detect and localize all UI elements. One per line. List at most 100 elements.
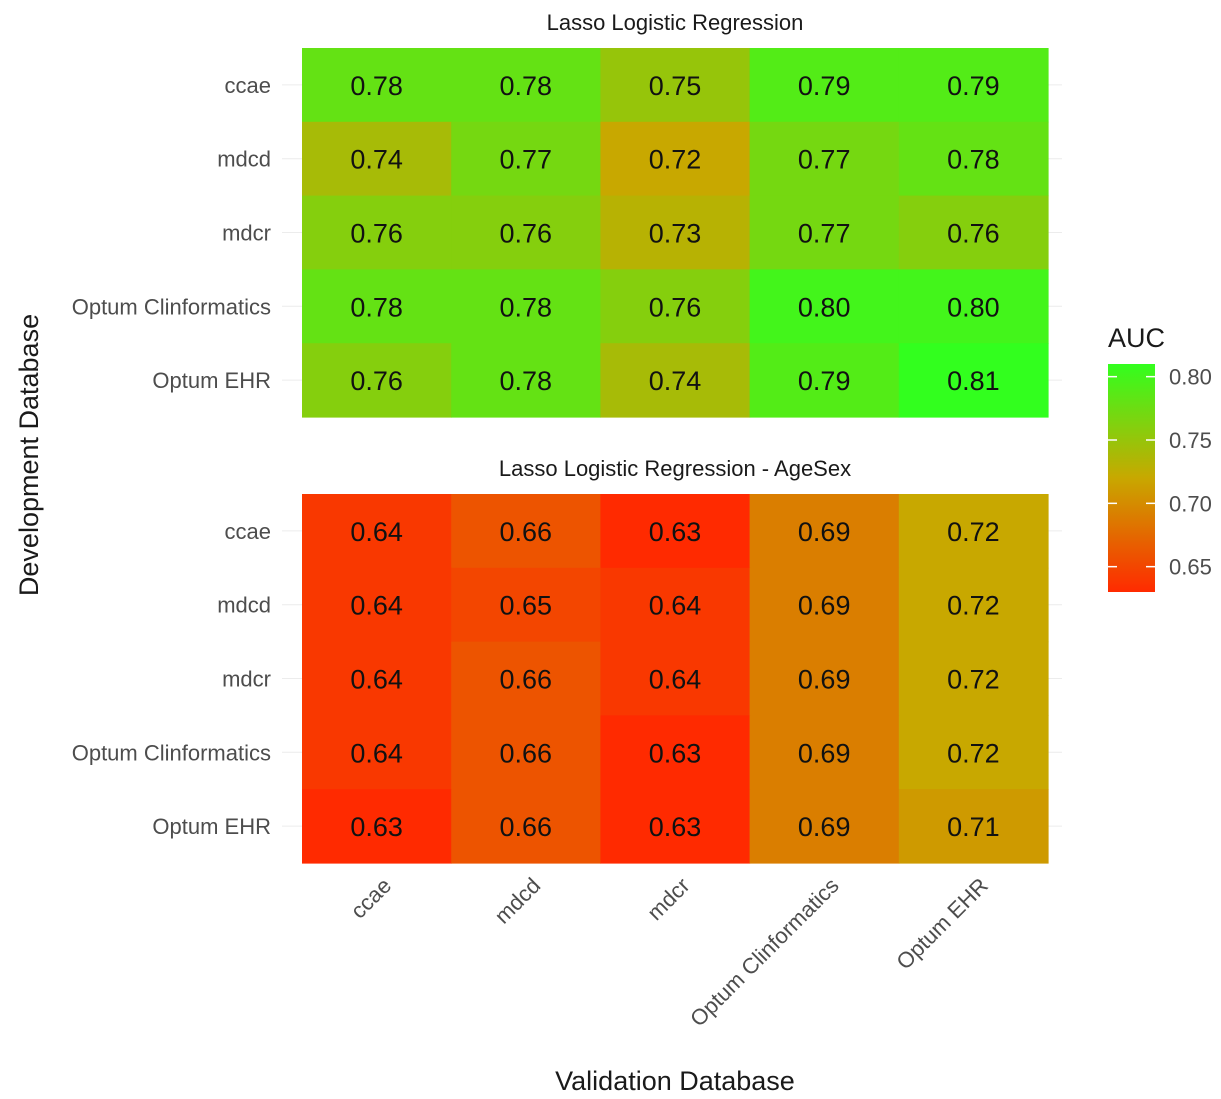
y-axis-title: Development Database xyxy=(14,314,44,596)
heatmap-cell xyxy=(302,641,452,716)
heatmap-cell xyxy=(302,343,452,418)
facets-layer: Lasso Logistic Regression 0.78 0.78 0.75 0.7… xyxy=(72,10,1062,864)
x-tick-label: mdcr xyxy=(642,873,694,925)
y-tick-label: Optum Clinformatics xyxy=(72,294,271,319)
heatmap-cell xyxy=(600,641,751,716)
cell-value-label: 0.79 xyxy=(947,71,1000,101)
cell-value-label: 0.63 xyxy=(649,738,702,768)
legend-tick-label: 0.70 xyxy=(1169,491,1212,516)
y-tick-label: mdcr xyxy=(222,667,271,692)
cell-value-label: 0.77 xyxy=(500,145,553,175)
y-tick-label: mdcd xyxy=(217,147,271,172)
heatmap-cell xyxy=(451,195,601,270)
facet-panel: Lasso Logistic Regression - AgeSex 0.64 0.… xyxy=(72,456,1062,864)
cell-value-label: 0.76 xyxy=(947,219,1000,249)
heatmap-cell xyxy=(302,494,452,569)
cell-value-label: 0.76 xyxy=(500,219,553,249)
cell-value-label: 0.73 xyxy=(649,219,702,249)
heatmap-cell xyxy=(600,567,751,643)
heatmap-cell xyxy=(302,715,452,790)
heatmap-cell xyxy=(451,567,601,643)
heatmap-cell xyxy=(451,48,601,123)
heatmap-cell xyxy=(600,269,751,344)
heatmap-cell xyxy=(600,715,751,790)
cell-value-label: 0.66 xyxy=(500,738,553,768)
cell-value-label: 0.78 xyxy=(350,292,403,322)
cell-value-label: 0.63 xyxy=(649,812,702,842)
heatmap-cell xyxy=(451,343,601,418)
heatmap-cell xyxy=(600,343,751,418)
cell-value-label: 0.80 xyxy=(798,292,851,322)
y-tick-label: mdcd xyxy=(217,593,271,618)
legend-colorbar xyxy=(1108,364,1155,592)
heatmap-cell xyxy=(451,715,601,790)
heatmap-cell xyxy=(898,195,1049,270)
heatmap-cell xyxy=(600,494,751,569)
legend-tick-label: 0.75 xyxy=(1169,428,1212,453)
legend-tick-label: 0.65 xyxy=(1169,555,1212,580)
heatmap-cell xyxy=(451,269,601,344)
cell-value-label: 0.72 xyxy=(947,517,1000,547)
cell-value-label: 0.72 xyxy=(649,145,702,175)
cell-value-label: 0.69 xyxy=(798,812,851,842)
cell-value-label: 0.76 xyxy=(350,219,403,249)
heatmap-cell xyxy=(749,195,900,270)
heatmap-cell xyxy=(302,121,452,197)
heatmap-cell xyxy=(302,195,452,270)
heatmap-cell xyxy=(600,48,751,123)
heatmap-cell xyxy=(302,48,452,123)
heatmap-cell xyxy=(749,494,900,569)
heatmap-cell xyxy=(898,789,1049,864)
x-tick-label: Optum EHR xyxy=(891,873,993,975)
cell-value-label: 0.71 xyxy=(947,812,1000,842)
cell-value-label: 0.79 xyxy=(798,366,851,396)
x-tick-label: Optum Clinformatics xyxy=(685,873,844,1032)
heatmap-cell xyxy=(898,48,1049,123)
heatmap-cell xyxy=(302,567,452,643)
legend: AUC 0.65 0.70 0.75 0.80 xyxy=(1108,323,1212,592)
heatmap-cell xyxy=(749,121,900,197)
cell-value-label: 0.63 xyxy=(649,517,702,547)
cell-value-label: 0.69 xyxy=(798,591,851,621)
cell-value-label: 0.69 xyxy=(798,738,851,768)
heatmap-cell xyxy=(898,269,1049,344)
facet-title: Lasso Logistic Regression - AgeSex xyxy=(499,456,851,481)
heatmap-cell xyxy=(898,715,1049,790)
cell-value-label: 0.81 xyxy=(947,366,1000,396)
cell-value-label: 0.78 xyxy=(947,145,1000,175)
heatmap-cell xyxy=(600,789,751,864)
heatmap-cell xyxy=(302,789,452,864)
cell-value-label: 0.66 xyxy=(500,665,553,695)
heatmap-cell xyxy=(600,195,751,270)
cell-value-label: 0.74 xyxy=(649,366,702,396)
cell-value-label: 0.78 xyxy=(500,71,553,101)
cell-value-label: 0.74 xyxy=(350,145,403,175)
heatmap-cell xyxy=(898,494,1049,569)
cell-value-label: 0.80 xyxy=(947,292,1000,322)
cell-value-label: 0.75 xyxy=(649,71,702,101)
cell-value-label: 0.66 xyxy=(500,517,553,547)
facet-panel: Lasso Logistic Regression 0.78 0.78 0.75 0.7… xyxy=(72,10,1062,418)
cell-value-label: 0.69 xyxy=(798,517,851,547)
cell-value-label: 0.72 xyxy=(947,665,1000,695)
heatmap-cell xyxy=(451,641,601,716)
heatmap-cell xyxy=(749,343,900,418)
heatmap-cell xyxy=(749,789,900,864)
cell-value-label: 0.78 xyxy=(350,71,403,101)
cell-value-label: 0.64 xyxy=(350,665,403,695)
facet-title: Lasso Logistic Regression xyxy=(547,10,804,35)
heatmap-cell xyxy=(451,789,601,864)
cell-value-label: 0.63 xyxy=(350,812,403,842)
y-tick-label: ccae xyxy=(225,519,271,544)
cell-value-label: 0.64 xyxy=(350,738,403,768)
heatmap-cell xyxy=(749,567,900,643)
x-tick-label: ccae xyxy=(346,873,397,924)
y-tick-label: Optum EHR xyxy=(152,814,271,839)
cell-value-label: 0.78 xyxy=(500,366,553,396)
y-tick-label: ccae xyxy=(225,73,271,98)
heatmap-cell xyxy=(302,269,452,344)
cell-value-label: 0.77 xyxy=(798,219,851,249)
